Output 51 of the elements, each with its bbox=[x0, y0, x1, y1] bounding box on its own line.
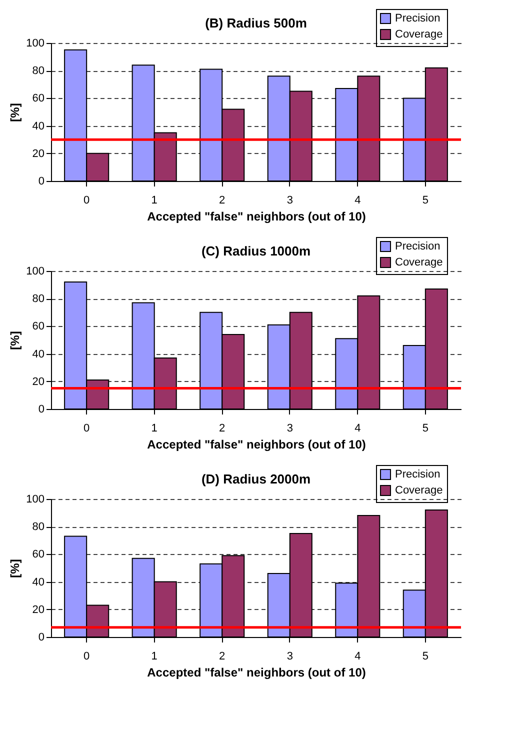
legend-label: Precision bbox=[395, 240, 440, 252]
y-tick-label: 40 bbox=[32, 120, 44, 132]
x-tick-label: 0 bbox=[84, 194, 90, 206]
y-tick-label: 80 bbox=[32, 293, 44, 306]
y-tick-label: 100 bbox=[26, 266, 44, 278]
y-tick-label: 100 bbox=[26, 38, 44, 50]
x-tick-label: 2 bbox=[219, 422, 226, 434]
chart-title: (B) Radius 500m bbox=[205, 16, 307, 30]
x-tick-label: 1 bbox=[151, 194, 158, 206]
x-tick-label: 5 bbox=[422, 194, 428, 206]
y-tick-label: 100 bbox=[26, 494, 44, 506]
y-tick-label: 60 bbox=[32, 92, 44, 105]
x-tick-label: 3 bbox=[286, 650, 293, 662]
y-tick-label: 80 bbox=[32, 521, 44, 534]
y-tick-label: 20 bbox=[32, 376, 44, 388]
x-tick-label: 0 bbox=[84, 650, 90, 662]
chart-title: (D) Radius 2000m bbox=[201, 472, 311, 486]
x-tick-label: 3 bbox=[286, 422, 293, 434]
x-tick-label: 2 bbox=[219, 650, 226, 662]
x-tick-label: 0 bbox=[84, 422, 90, 434]
x-tick-label: 1 bbox=[151, 650, 158, 662]
y-tick-label: 40 bbox=[32, 576, 44, 588]
y-tick-label: 20 bbox=[32, 148, 44, 160]
x-tick-label: 4 bbox=[354, 422, 361, 434]
y-axis-title: [%] bbox=[8, 331, 22, 350]
x-tick-label: 4 bbox=[354, 650, 361, 662]
x-axis-title: Accepted "false" neighbors (out of 10) bbox=[147, 666, 366, 680]
x-tick-label: 3 bbox=[286, 194, 293, 206]
x-tick-label: 2 bbox=[219, 194, 226, 206]
y-tick-label: 60 bbox=[32, 320, 44, 333]
y-tick-label: 80 bbox=[32, 65, 44, 78]
x-axis-title: Accepted "false" neighbors (out of 10) bbox=[147, 210, 366, 224]
x-tick-label: 4 bbox=[354, 194, 361, 206]
y-axis-title: [%] bbox=[8, 103, 22, 122]
x-tick-label: 5 bbox=[422, 422, 428, 434]
y-tick-label: 0 bbox=[38, 176, 44, 188]
x-tick-label: 5 bbox=[422, 650, 428, 662]
y-tick-label: 0 bbox=[38, 404, 44, 416]
legend-label: Precision bbox=[395, 12, 440, 24]
y-tick-label: 40 bbox=[32, 348, 44, 360]
legend-label: Coverage bbox=[395, 256, 443, 268]
legend-label: Coverage bbox=[395, 484, 443, 496]
y-tick-label: 0 bbox=[38, 632, 44, 644]
x-axis-title: Accepted "false" neighbors (out of 10) bbox=[147, 438, 366, 452]
y-tick-label: 60 bbox=[32, 548, 44, 561]
chart-title: (C) Radius 1000m bbox=[201, 244, 311, 258]
x-tick-label: 1 bbox=[151, 422, 158, 434]
legend-label: Precision bbox=[395, 468, 440, 480]
y-axis-title: [%] bbox=[8, 559, 22, 578]
y-tick-label: 20 bbox=[32, 604, 44, 616]
legend-label: Coverage bbox=[395, 28, 443, 40]
